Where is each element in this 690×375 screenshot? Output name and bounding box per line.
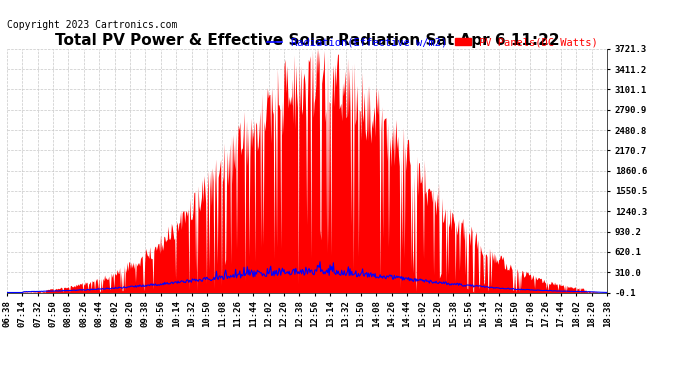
Legend: Radiation(Effective w/m2), PV Panels(DC Watts): Radiation(Effective w/m2), PV Panels(DC … — [262, 33, 602, 52]
Title: Total PV Power & Effective Solar Radiation Sat Apr 6 11:22: Total PV Power & Effective Solar Radiati… — [55, 33, 560, 48]
Text: Copyright 2023 Cartronics.com: Copyright 2023 Cartronics.com — [7, 20, 177, 30]
